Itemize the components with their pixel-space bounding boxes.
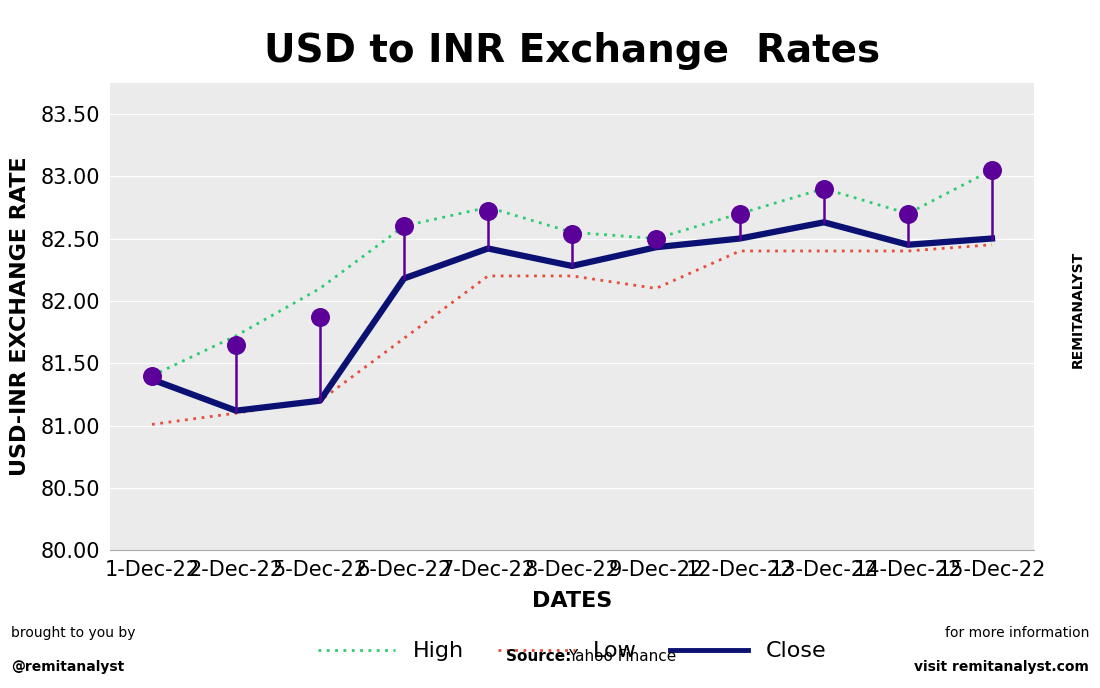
Point: [480, 206, 497, 217]
Point: [143, 370, 161, 381]
High: [901, 209, 914, 217]
Point: [228, 339, 245, 350]
Low: [986, 241, 999, 249]
High: [230, 332, 243, 340]
Low: [901, 247, 914, 255]
High: [314, 284, 327, 292]
Text: for more information: for more information: [945, 626, 1089, 640]
Close: [565, 262, 579, 270]
Close: [482, 244, 495, 252]
High: [817, 184, 830, 193]
Close: [649, 243, 662, 251]
Close: [145, 376, 158, 384]
Text: Yahoo Finance: Yahoo Finance: [568, 649, 675, 664]
Low: [230, 409, 243, 418]
Text: @remitanalyst: @remitanalyst: [11, 660, 124, 674]
High: [734, 209, 747, 217]
High: [397, 222, 410, 230]
Point: [983, 164, 1001, 175]
Close: [230, 407, 243, 415]
Point: [732, 208, 749, 219]
X-axis label: DATES: DATES: [532, 591, 612, 611]
Point: [395, 221, 412, 232]
Point: [563, 228, 581, 239]
Text: REMITANALYST: REMITANALYST: [1071, 251, 1085, 368]
Legend: High, Low, Close: High, Low, Close: [309, 632, 835, 670]
High: [649, 235, 662, 243]
High: [145, 372, 158, 380]
Close: [314, 396, 327, 405]
Low: [145, 420, 158, 429]
Line: Close: Close: [152, 222, 992, 411]
Point: [899, 208, 916, 219]
Line: High: High: [152, 170, 992, 376]
Low: [314, 396, 327, 405]
High: [565, 228, 579, 237]
Text: visit remitanalyst.com: visit remitanalyst.com: [914, 660, 1089, 674]
Close: [817, 218, 830, 226]
Close: [986, 235, 999, 243]
Point: [815, 183, 833, 194]
Y-axis label: USD-INR EXCHANGE RATE: USD-INR EXCHANGE RATE: [10, 157, 30, 476]
Close: [397, 275, 410, 283]
Close: [901, 241, 914, 249]
Low: [649, 284, 662, 292]
Low: [565, 272, 579, 280]
Title: USD to INR Exchange  Rates: USD to INR Exchange Rates: [264, 32, 880, 69]
Point: [647, 233, 664, 244]
Text: brought to you by: brought to you by: [11, 626, 135, 640]
Text: Source:: Source:: [506, 649, 576, 664]
Low: [397, 334, 410, 343]
Close: [734, 235, 747, 243]
Low: [817, 247, 830, 255]
High: [986, 166, 999, 174]
Line: Low: Low: [152, 245, 992, 424]
Low: [482, 272, 495, 280]
High: [482, 203, 495, 211]
Low: [734, 247, 747, 255]
Point: [311, 312, 329, 323]
